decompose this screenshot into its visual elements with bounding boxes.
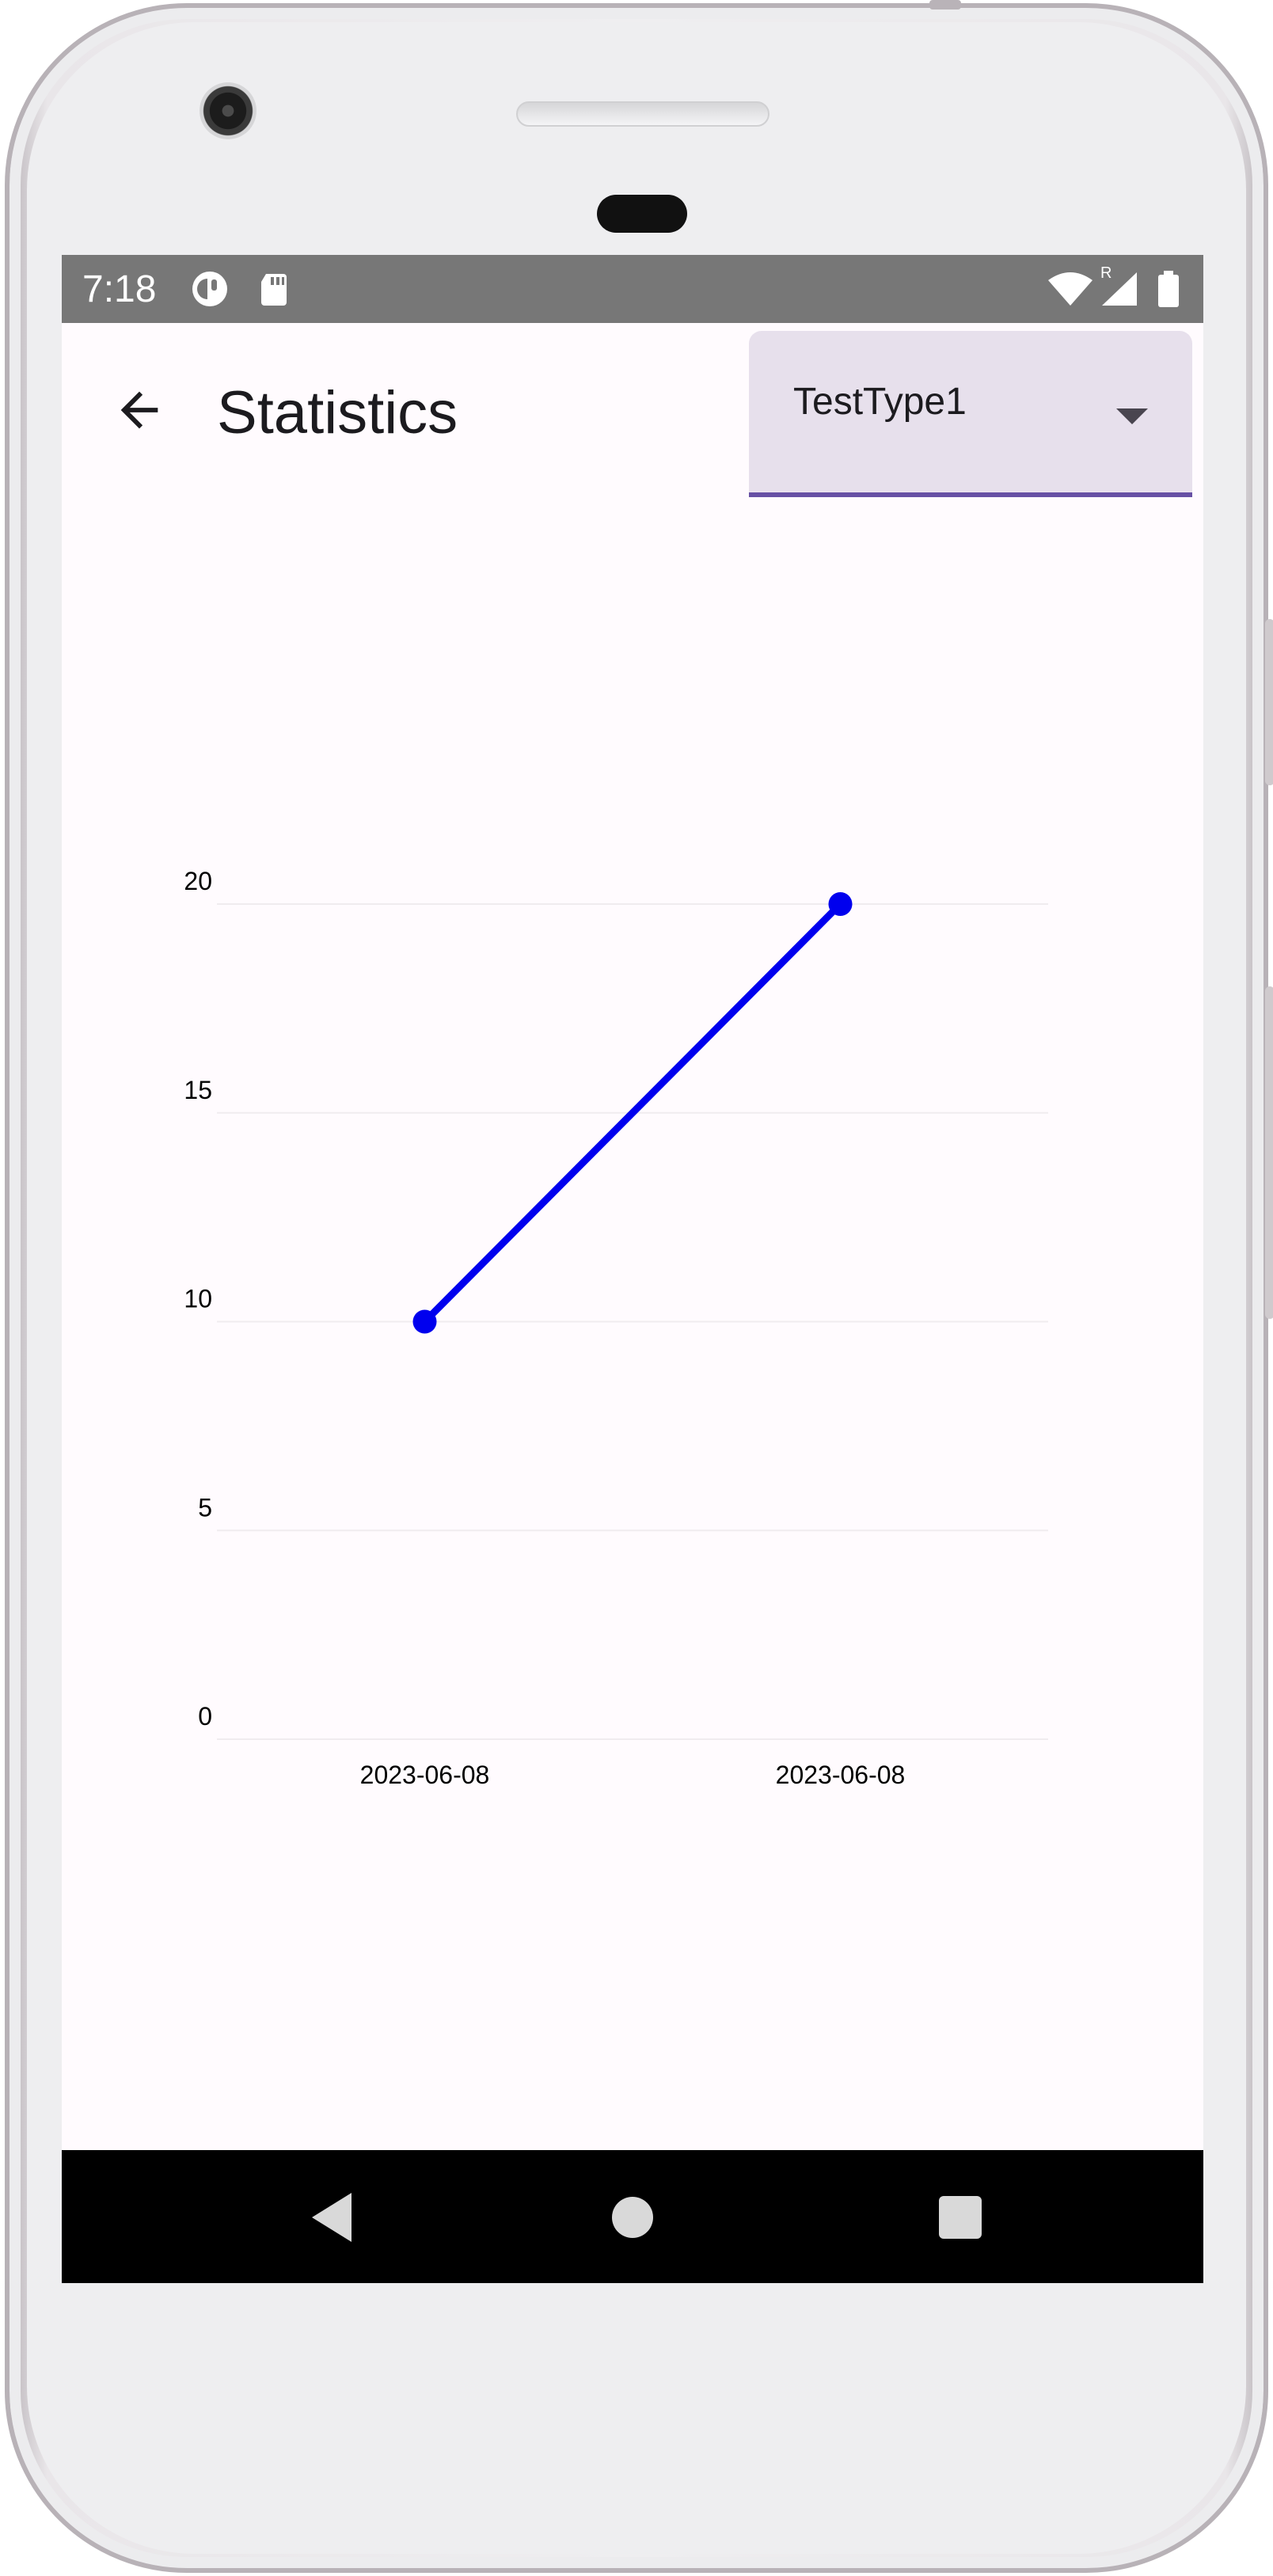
dropdown-selected-value: TestType1: [793, 381, 967, 423]
y-tick-label: 15: [184, 1076, 212, 1104]
status-bar: 7:18 R: [62, 255, 1203, 323]
y-tick-label: 0: [198, 1702, 212, 1731]
signal-icon: [1102, 272, 1137, 306]
y-tick-label: 5: [198, 1493, 212, 1522]
home-circle-icon[interactable]: [597, 2182, 668, 2253]
x-tick-label: 2023-06-08: [776, 1761, 906, 1789]
status-time: 7:18: [82, 268, 157, 310]
statistics-chart: 0 5 10 15 20 2023-06-08 2023-06-08: [184, 867, 1048, 1789]
wifi-icon: [1048, 272, 1092, 306]
sd-card-icon: [261, 274, 287, 306]
device-screen: 7:18 R Statistics: [62, 255, 1203, 2282]
earpiece-speaker: [516, 101, 770, 127]
page-title: Statistics: [217, 379, 458, 446]
data-point: [412, 1309, 437, 1334]
power-button: [1265, 986, 1273, 1319]
proximity-sensor: [597, 195, 687, 233]
data-point: [828, 892, 853, 916]
system-nav-bar: [62, 2150, 1203, 2283]
top-button: [929, 0, 961, 9]
series-line: [421, 900, 844, 1325]
recents-square-icon[interactable]: [925, 2182, 996, 2253]
back-button[interactable]: [100, 370, 179, 450]
roaming-label: R: [1100, 264, 1112, 282]
top-app-bar: Statistics TestType1: [62, 323, 1203, 497]
chevron-down-icon: [1116, 408, 1148, 424]
front-camera-icon: [200, 82, 256, 139]
app-notification-icon: [192, 272, 227, 306]
back-triangle-icon[interactable]: [299, 2182, 370, 2253]
arrow-back-icon: [120, 391, 158, 429]
volume-button: [1265, 619, 1273, 785]
y-tick-label: 10: [184, 1285, 212, 1313]
y-tick-label: 20: [184, 867, 212, 895]
battery-icon: [1158, 271, 1179, 307]
type-dropdown[interactable]: TestType1: [749, 331, 1192, 497]
x-tick-label: 2023-06-08: [360, 1761, 490, 1789]
